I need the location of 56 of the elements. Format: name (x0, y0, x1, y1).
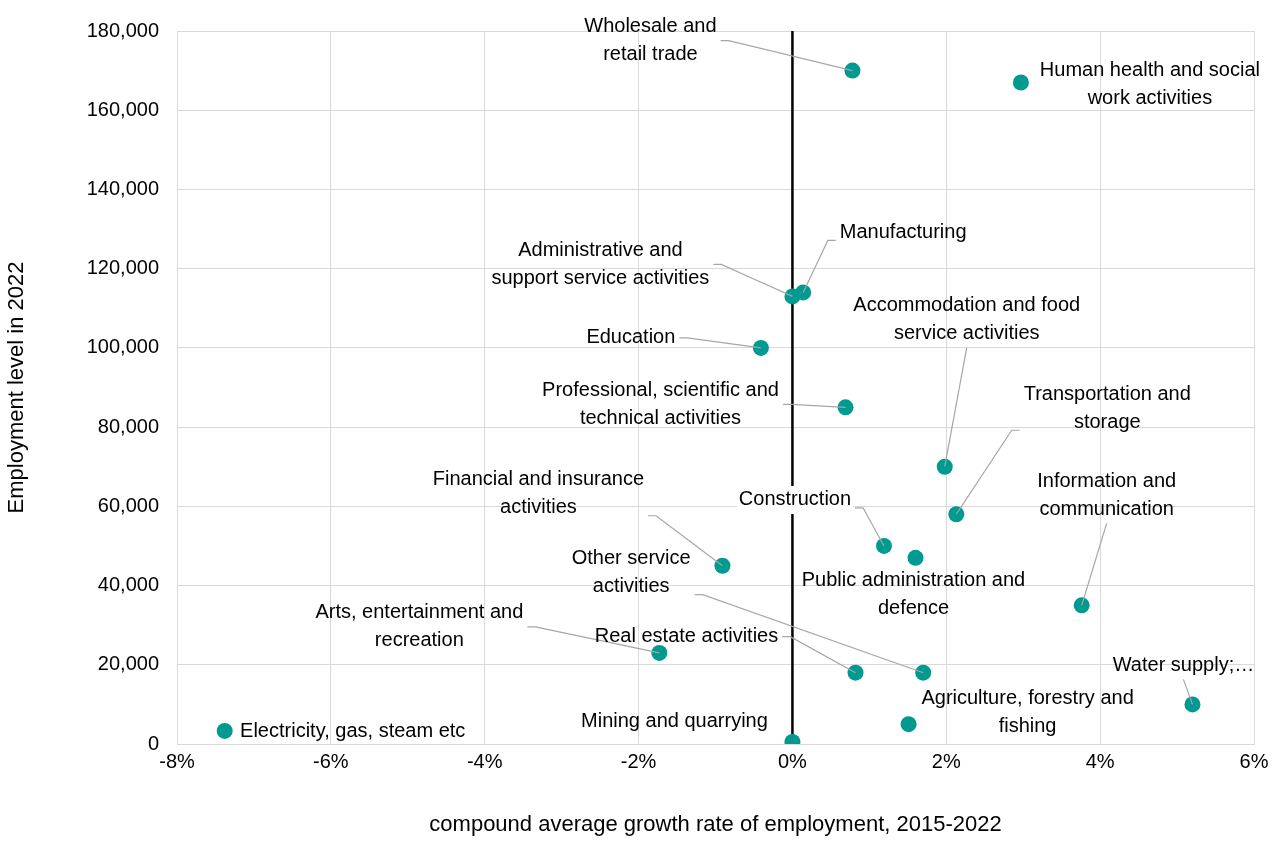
x-tick-label: 0% (777, 749, 808, 772)
point (844, 62, 861, 79)
point (875, 537, 892, 554)
annotation: Accommodation and food service activities (853, 293, 1081, 344)
y-axis-title: Employment level in 2022 (3, 261, 29, 514)
annotation: Other service activities (571, 546, 691, 597)
point (936, 458, 953, 475)
x-tick-label: -4% (466, 749, 503, 772)
annotation: Manufacturing (839, 219, 967, 242)
y-tick-label: 100,000 (86, 335, 159, 358)
y-tick-label: 60,000 (97, 493, 159, 516)
x-tick-label: 6% (1239, 749, 1269, 772)
x-tick-label: 2% (931, 749, 961, 772)
annotation: Agriculture, forestry and fishing (921, 685, 1134, 736)
point (1184, 696, 1201, 713)
x-tick-label: -2% (620, 749, 657, 772)
x-axis-title: compound average growth rate of employment, 2015-2022 (429, 810, 1002, 836)
y-tick-label: 40,000 (97, 573, 159, 596)
annotation: Electricity, gas, steam etc (240, 719, 466, 742)
annotation: Financial and insurance activities (432, 467, 645, 518)
annotation: Public administration and defence (801, 568, 1026, 619)
annotation: Transportation and storage (1023, 381, 1191, 432)
point (907, 549, 924, 566)
point (837, 399, 854, 416)
y-tick-label: 0 (147, 731, 159, 754)
point (1012, 74, 1029, 91)
y-tick-label: 20,000 (97, 652, 159, 675)
point (216, 722, 233, 739)
y-tick-label: 160,000 (86, 97, 159, 120)
point (714, 557, 731, 574)
annotation: Administrative and support service activities (491, 237, 710, 288)
x-tick-label: -8% (159, 749, 195, 772)
y-tick-label: 120,000 (86, 256, 159, 279)
x-tick-label: 4% (1085, 749, 1115, 772)
annotation: Construction (738, 487, 852, 510)
annotation: Mining and quarrying (581, 708, 768, 731)
point (915, 664, 932, 681)
annotation: Wholesale and retail trade (584, 14, 717, 65)
y-tick-label: 180,000 (86, 18, 159, 41)
point (1073, 597, 1090, 614)
point (948, 506, 965, 523)
point (847, 664, 864, 681)
annotation: Real estate activities (594, 624, 779, 647)
point (900, 716, 917, 733)
annotation: Water supply;… (1112, 652, 1255, 675)
point (651, 644, 668, 661)
annotation: Human health and social work activities (1039, 58, 1260, 109)
y-tick-label: 140,000 (86, 176, 159, 199)
annotation: Professional, scientific and technical activities (542, 377, 779, 428)
annotation: Education (586, 325, 676, 348)
point (784, 288, 801, 305)
point (752, 339, 769, 356)
annotation: Arts, entertainment and recreation (315, 600, 524, 651)
y-tick-label: 80,000 (97, 414, 159, 437)
x-tick-label: -6% (313, 749, 349, 772)
annotation: Information and communication (1037, 468, 1177, 519)
